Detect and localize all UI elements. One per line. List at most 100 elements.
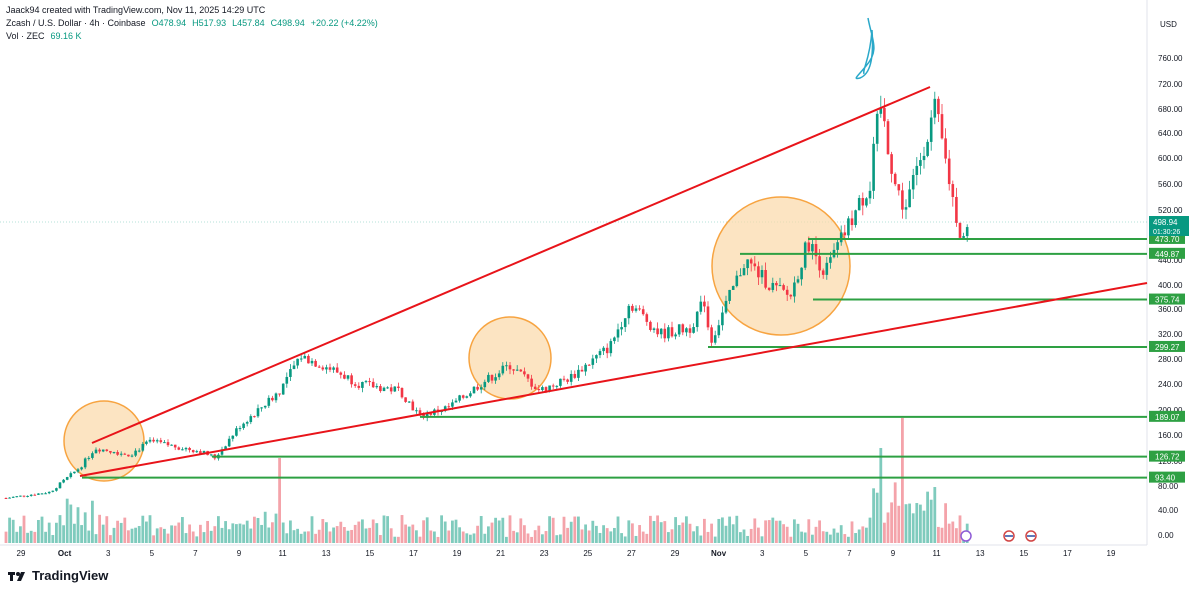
ohlc-change: +20.22 (+4.22%) — [310, 18, 378, 28]
volume-bar — [706, 531, 710, 543]
candle-body — [512, 369, 515, 371]
price-tick-label: 80.00 — [1158, 482, 1179, 491]
volume-bar — [803, 532, 807, 543]
candle-body — [731, 286, 735, 290]
volume-bar — [357, 521, 361, 543]
candle-body — [706, 306, 710, 328]
time-tick-label: 17 — [1063, 549, 1072, 558]
volume-bar — [580, 529, 584, 543]
price-tick-label: 320.00 — [1158, 330, 1183, 339]
volume-bar — [76, 507, 80, 543]
candle-body — [411, 401, 415, 411]
volume-bar — [627, 520, 631, 543]
candle-body — [137, 450, 141, 452]
candle-body — [677, 324, 681, 335]
volume-bar — [908, 503, 911, 543]
candle-body — [685, 328, 688, 333]
candle-body — [231, 435, 235, 439]
level-label-bg — [1149, 410, 1185, 422]
candle-body — [717, 325, 721, 336]
volume-bar — [465, 533, 469, 543]
candle-body — [256, 408, 260, 417]
upper-trendline[interactable] — [91, 86, 931, 444]
volume-bar — [271, 522, 274, 543]
volume-bar — [134, 527, 137, 543]
candle-body — [361, 381, 364, 388]
time-axis-ticks[interactable]: 29 Oct 3 5 7 9 11 13 15 17 19 21 23 25 27 29 Nov 3 5 7 9 11 13… — [17, 549, 1116, 558]
candle-body — [289, 369, 292, 377]
volume-bar — [451, 520, 454, 543]
candle-body — [4, 498, 8, 499]
candle-body — [11, 496, 15, 498]
candle-body — [382, 387, 386, 392]
candle-body — [389, 387, 393, 392]
candle-body — [393, 386, 397, 392]
candle-body — [937, 98, 940, 115]
candle-body — [577, 369, 580, 378]
volume-bar — [65, 498, 69, 543]
volume-bar — [584, 524, 587, 543]
candle-body — [8, 497, 11, 499]
candle-body — [483, 381, 487, 388]
volume-bar — [202, 532, 206, 543]
candle-body — [695, 311, 699, 328]
candle-body — [947, 158, 951, 185]
volume-bar — [267, 527, 271, 543]
candle-body — [350, 375, 353, 385]
volume-bar — [843, 534, 847, 543]
candle-body — [83, 458, 87, 468]
volume-bar — [569, 521, 573, 543]
volume-bar — [407, 526, 411, 543]
candle-body — [789, 294, 793, 297]
event-icons[interactable] — [960, 530, 1037, 542]
candle-body — [292, 365, 296, 370]
candle-body — [962, 236, 965, 238]
volume-bar — [231, 523, 235, 543]
volume-bar — [94, 534, 98, 543]
candle-body — [940, 114, 944, 139]
volume-bar — [314, 533, 317, 543]
candle-body — [490, 374, 494, 381]
volume-bar — [353, 524, 357, 543]
volume-bar — [199, 524, 202, 543]
volume-bar — [447, 530, 451, 543]
volume-bar — [184, 533, 188, 543]
candle-body — [62, 479, 65, 483]
volume-bar — [245, 520, 249, 543]
symbol-name[interactable]: Zcash / U.S. Dollar · 4h · Coinbase — [6, 18, 146, 28]
price-tick-label: 200.00 — [1158, 406, 1183, 415]
candle-body — [623, 318, 627, 328]
volume-label[interactable]: Vol · ZEC — [6, 31, 45, 41]
candle-body — [397, 386, 400, 389]
candle-body — [627, 305, 631, 319]
volume-bar — [159, 527, 163, 543]
candle-body — [105, 449, 109, 451]
event-icon-1[interactable] — [960, 530, 972, 542]
candle-body — [537, 389, 541, 391]
lower-trendline[interactable] — [79, 282, 1148, 477]
tradingview-logo-icon — [8, 571, 25, 581]
time-tick-label: 13 — [322, 549, 331, 558]
volume-bar — [749, 528, 753, 543]
candle-body — [339, 372, 343, 375]
candle-body — [868, 190, 872, 199]
volume-bar — [544, 531, 548, 543]
candle-body — [209, 454, 213, 456]
volume-bar — [494, 517, 497, 543]
candle-body — [177, 447, 181, 450]
candle-body — [857, 197, 861, 211]
highlight-circle-3 — [711, 196, 851, 336]
candle-body — [429, 413, 433, 415]
candle-body — [551, 385, 555, 387]
time-tick-label: 13 — [976, 549, 985, 558]
volume-bar — [361, 519, 364, 543]
candle-body — [307, 355, 310, 364]
price-tick-label: 400.00 — [1158, 281, 1183, 290]
volume-bar — [591, 520, 595, 543]
candle-body — [573, 373, 577, 378]
volume-bar — [195, 536, 199, 543]
volume-bar — [731, 524, 735, 543]
time-tick-label: 11 — [278, 549, 287, 558]
volume-bar — [209, 530, 213, 543]
